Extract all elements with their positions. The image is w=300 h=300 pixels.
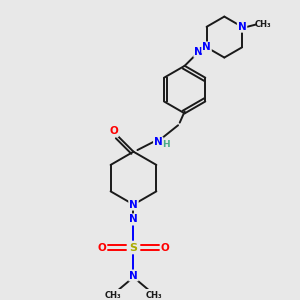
Text: N: N [129, 271, 138, 281]
Text: N: N [194, 47, 203, 57]
Text: H: H [162, 140, 169, 149]
Text: N: N [238, 22, 246, 32]
Text: O: O [98, 242, 106, 253]
Text: S: S [130, 242, 137, 253]
Text: CH₃: CH₃ [146, 291, 163, 300]
Text: O: O [109, 126, 118, 136]
Text: N: N [154, 137, 163, 148]
Text: CH₃: CH₃ [104, 291, 121, 300]
Text: N: N [202, 42, 211, 52]
Text: N: N [129, 200, 138, 210]
Text: N: N [129, 214, 138, 224]
Text: O: O [160, 242, 169, 253]
Text: CH₃: CH₃ [255, 20, 271, 29]
